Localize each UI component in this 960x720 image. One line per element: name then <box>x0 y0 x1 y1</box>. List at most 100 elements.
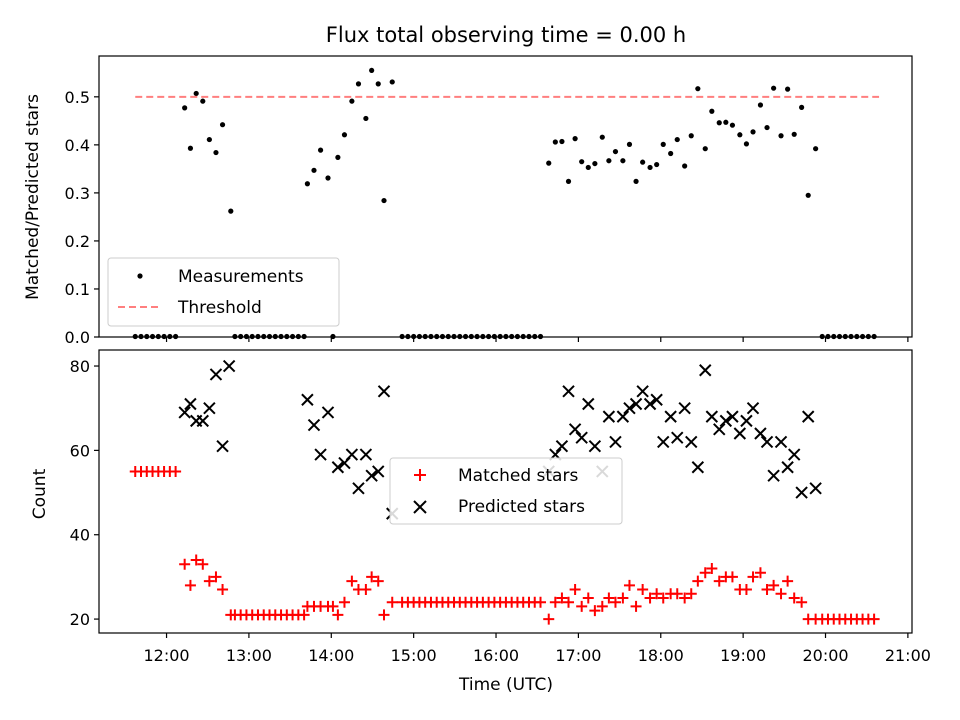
predicted-star-point <box>691 461 705 474</box>
measurement-point <box>682 163 688 169</box>
matched-star-point <box>338 596 350 608</box>
measurements-legend-marker <box>137 273 143 279</box>
predicted-star-point <box>760 435 774 449</box>
measurement-point <box>311 167 317 173</box>
ratio-plot-frame <box>98 55 913 338</box>
predicted-star-point <box>377 385 391 398</box>
predicted-star-point <box>209 368 223 381</box>
matched-star-point <box>775 588 787 600</box>
y-tick-label: 40 <box>70 526 90 545</box>
measurement-point <box>325 175 331 181</box>
y-tick-label: 0.5 <box>65 88 90 107</box>
matched-star-point <box>184 579 196 591</box>
measurement-point <box>389 79 395 85</box>
predicted-star-point <box>767 469 780 482</box>
measurement-point <box>612 148 619 155</box>
predicted-star-point <box>740 414 753 428</box>
predicted-legend-marker <box>413 500 427 514</box>
measurement-point <box>778 133 784 139</box>
predicted-star-point <box>314 448 327 461</box>
measurement-point <box>200 98 206 104</box>
matched-star-point <box>692 575 704 587</box>
matched-star-point <box>556 592 568 604</box>
count-legend: Matched stars Predicted stars <box>389 457 623 525</box>
matched-star-point <box>179 558 191 570</box>
matched-star-point <box>190 554 202 566</box>
predicted-star-point <box>196 414 209 428</box>
predicted-star-point <box>664 410 677 423</box>
x-tick-label: 13:00 <box>226 646 272 665</box>
measurement-point <box>813 146 819 152</box>
predicted-star-point <box>203 401 216 415</box>
predicted-star-point <box>726 410 739 423</box>
measurement-point <box>674 136 680 143</box>
measurement-point <box>709 108 715 114</box>
matched-star-point <box>706 562 718 574</box>
measurement-point <box>791 131 797 137</box>
measurement-point <box>668 150 674 157</box>
predicted-star-point <box>802 410 815 423</box>
y-tick-label: 0.0 <box>65 328 90 347</box>
predicted-star-point <box>616 410 630 423</box>
matched-star-point <box>617 592 629 604</box>
predicted-star-point <box>629 397 643 411</box>
x-tick-label: 14:00 <box>308 646 354 665</box>
matched-star-point <box>657 592 669 604</box>
x-tick-label: 17:00 <box>555 646 601 665</box>
predicted-star-point <box>307 418 321 432</box>
measurement-point <box>355 81 362 87</box>
matched-star-point <box>685 588 697 600</box>
predicted-star-point <box>359 448 373 461</box>
matched-star-point <box>346 575 358 587</box>
matched-star-point <box>782 575 794 587</box>
predicted-star-point <box>643 397 657 411</box>
measurement-point <box>729 122 736 128</box>
measurement-point <box>620 158 626 164</box>
measurement-point <box>592 160 598 167</box>
x-tick-label: 16:00 <box>473 646 519 665</box>
y-tick-label: 20 <box>70 610 90 629</box>
predicted-star-point <box>345 448 359 461</box>
matched-star-point <box>644 592 656 604</box>
measurement-point <box>723 119 729 125</box>
predicted-star-point <box>178 406 191 419</box>
matched-star-point <box>298 609 310 621</box>
matched-star-point <box>596 600 608 612</box>
matched-star-point <box>569 584 581 596</box>
measurement-point <box>369 67 375 74</box>
predicted-star-point <box>582 397 595 411</box>
matched-legend-marker <box>414 469 426 481</box>
predicted-star-point <box>754 427 767 440</box>
predicted-star-point <box>671 431 684 444</box>
measurement-point <box>599 134 605 140</box>
count-x-axis: 12:00 13:00 14:00 15:00 16:00 17:00 18:00 19:00… <box>143 633 931 665</box>
matched-star-point <box>327 600 339 612</box>
y-tick-label: 0.1 <box>65 280 90 299</box>
predicted-star-point <box>719 414 733 428</box>
predicted-star-point <box>365 469 378 482</box>
measurement-point <box>660 141 666 147</box>
matched-star-point <box>582 592 594 604</box>
matched-stars-series <box>129 465 880 625</box>
x-axis-label: Time (UTC) <box>458 675 553 695</box>
predicted-star-point <box>568 423 582 436</box>
measurement-point <box>187 145 194 151</box>
predicted-star-point <box>733 427 747 440</box>
measurement-point <box>363 115 369 122</box>
matched-legend-label: Matched stars <box>458 466 578 486</box>
matched-star-point <box>203 575 215 587</box>
measurement-point <box>799 104 805 110</box>
ratio-x-axis <box>165 337 909 342</box>
measurement-point <box>341 132 348 138</box>
predicted-star-point <box>713 423 726 436</box>
matched-star-point <box>543 613 555 625</box>
predicted-star-point <box>216 439 229 453</box>
predicted-star-point <box>636 385 649 398</box>
measurement-point <box>750 129 756 135</box>
predicted-star-point <box>352 482 365 495</box>
predicted-star-point <box>685 435 698 449</box>
predicted-star-point <box>788 448 801 461</box>
measurement-point <box>579 159 585 165</box>
measurement-point <box>695 86 701 92</box>
